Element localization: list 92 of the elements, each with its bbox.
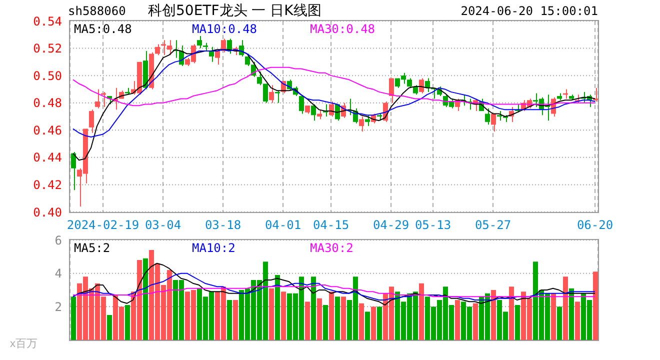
bar <box>281 292 286 340</box>
candlestick <box>299 96 304 114</box>
x-tick-label: 2024-02-19 <box>66 218 140 232</box>
series-label: MA10:2 <box>192 241 236 255</box>
bar <box>311 276 316 340</box>
candlestick <box>257 70 262 86</box>
bar <box>371 306 376 340</box>
line-series <box>72 284 596 298</box>
candlestick <box>155 44 160 56</box>
chart-title: 科创50ETF龙头 一 日K线图 <box>148 2 322 20</box>
text: 2024-06-20 15:00:01 <box>460 4 598 18</box>
bar <box>341 296 346 340</box>
y-tick-label: 0.52 <box>33 42 62 56</box>
bar <box>557 306 562 340</box>
text: MA5:2 <box>74 241 110 255</box>
bar <box>491 290 496 340</box>
bar <box>455 300 460 340</box>
bar <box>125 305 130 340</box>
y-tick-label: 4 <box>54 266 62 281</box>
bar <box>107 315 112 340</box>
y-tick-label: 0.50 <box>33 68 62 83</box>
x-tick-label: 04-01 <box>264 218 302 232</box>
bar <box>359 303 364 340</box>
candlestick <box>413 84 418 96</box>
candlestick <box>419 78 424 94</box>
candlestick <box>275 90 280 104</box>
candlestick <box>71 151 76 191</box>
text: MA30:2 <box>310 241 354 255</box>
y-tick-label: 2 <box>54 300 62 314</box>
bar <box>317 298 322 340</box>
candlestick <box>497 110 502 122</box>
chart-subtitle: sh588060 <box>68 4 126 18</box>
bar <box>329 292 334 340</box>
y-tick-label: 6 <box>54 233 62 248</box>
x-tick-label: 04-15 <box>312 218 350 232</box>
candlestick <box>197 36 202 49</box>
candlestick <box>485 108 490 126</box>
y-tick-label: 0.54 <box>33 14 62 28</box>
bar <box>233 300 238 340</box>
bar <box>275 275 280 340</box>
bar <box>515 305 520 340</box>
bar <box>305 302 310 340</box>
x-tick-label: 03-04 <box>144 218 182 232</box>
y-tick-label: 0.48 <box>33 96 62 110</box>
bar <box>365 312 370 340</box>
bar <box>569 288 574 340</box>
candlestick <box>389 78 394 104</box>
candlestick <box>365 114 370 127</box>
candlestick <box>359 116 364 132</box>
candlestick <box>329 100 334 117</box>
bar <box>269 288 274 340</box>
candlestick <box>89 109 94 134</box>
bar <box>323 305 328 340</box>
y-axis-title: x百万 <box>10 337 38 351</box>
x-tick-label: 06-20 <box>576 218 614 232</box>
bar <box>71 296 76 340</box>
candlestick <box>425 78 430 92</box>
y-tick-label: 0.42 <box>33 178 62 192</box>
x-tick-label: 05-13 <box>414 218 452 232</box>
bar <box>227 300 232 340</box>
candlestick <box>167 40 172 56</box>
x-tick-label: 05-27 <box>474 218 512 232</box>
bar <box>593 272 598 340</box>
candlestick <box>491 113 496 132</box>
bar <box>563 276 568 340</box>
bar <box>575 302 580 340</box>
y-tick-label: 0.40 <box>33 205 62 220</box>
bar <box>335 296 340 340</box>
x-tick-label: 03-18 <box>204 218 242 232</box>
candlestick <box>215 49 220 66</box>
x-tick-label: 04-29 <box>372 218 410 232</box>
bar <box>419 283 424 340</box>
candlestick <box>209 46 214 62</box>
text: MA5:0.48 <box>74 22 132 36</box>
y-tick-label: 0.46 <box>33 123 62 138</box>
candlestick <box>269 84 274 104</box>
candlestick <box>311 104 316 122</box>
bar <box>473 303 478 340</box>
bar <box>377 306 382 340</box>
bar <box>551 293 556 340</box>
bar <box>143 258 148 340</box>
candlestick <box>317 109 322 120</box>
candlestick <box>245 53 250 67</box>
y-tick-label: 0.44 <box>33 150 62 165</box>
bar <box>509 286 514 340</box>
candlestick <box>407 78 412 88</box>
candlestick <box>161 40 166 56</box>
line-series <box>72 272 596 300</box>
series-label: MA10:0.48 <box>192 22 258 36</box>
candlestick <box>263 83 268 104</box>
candlestick <box>95 88 100 109</box>
text: MA30:0.48 <box>310 22 376 36</box>
